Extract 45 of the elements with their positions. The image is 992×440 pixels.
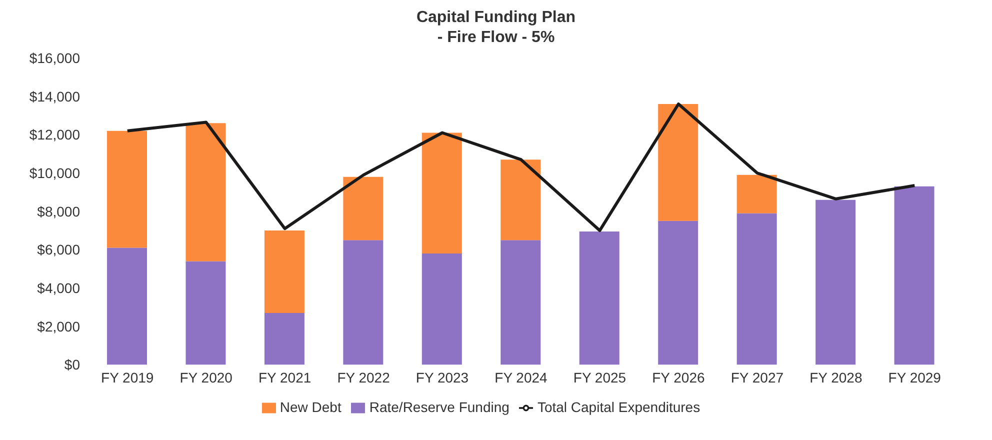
chart-subtitle: - Fire Flow - 5% bbox=[436, 28, 556, 48]
bar bbox=[500, 240, 541, 365]
bar bbox=[186, 123, 226, 262]
y-tick-label: $16,000 bbox=[29, 50, 80, 66]
bar bbox=[658, 220, 698, 365]
y-tick-label: $10,000 bbox=[29, 164, 80, 181]
x-tick-label: FY 2023 bbox=[416, 370, 469, 386]
y-tick-label: $0 bbox=[64, 356, 80, 373]
y-tick-label: $4,000 bbox=[37, 280, 80, 296]
x-tick-label: FY 2025 bbox=[573, 370, 626, 386]
bar bbox=[658, 104, 698, 221]
y-tick-label: $2,000 bbox=[37, 318, 80, 334]
bar bbox=[343, 176, 384, 240]
x-tick-label: FY 2020 bbox=[180, 370, 233, 386]
legend-label: Total Capital Expenditures bbox=[537, 398, 700, 415]
bar bbox=[422, 254, 462, 365]
bar bbox=[264, 230, 304, 313]
line-series bbox=[126, 102, 916, 232]
bar bbox=[107, 130, 147, 248]
x-tick-label: FY 2022 bbox=[337, 370, 390, 386]
bar bbox=[343, 240, 384, 365]
bar bbox=[894, 186, 934, 365]
x-tick-label: FY 2019 bbox=[101, 370, 154, 386]
x-tick-label: FY 2028 bbox=[810, 370, 862, 386]
bar bbox=[422, 132, 462, 254]
bar bbox=[816, 200, 856, 365]
x-tick-label: FY 2027 bbox=[730, 370, 784, 386]
x-tick-label: FY 2029 bbox=[888, 370, 942, 386]
bar bbox=[107, 248, 147, 365]
bar bbox=[186, 261, 226, 365]
legend-label: New Debt bbox=[280, 398, 342, 415]
x-tick-label: FY 2026 bbox=[652, 370, 706, 386]
y-tick-label: $12,000 bbox=[29, 126, 80, 143]
bar bbox=[736, 174, 777, 214]
y-tick-label: $6,000 bbox=[37, 242, 80, 258]
x-tick-label: FY 2021 bbox=[258, 370, 312, 386]
legend-label: Rate/Reserve Funding bbox=[369, 398, 510, 415]
y-tick-label: $8,000 bbox=[37, 203, 80, 220]
bar bbox=[579, 231, 620, 365]
chart-title: Capital Funding Plan bbox=[415, 8, 577, 28]
x-tick-label: FY 2024 bbox=[494, 370, 548, 386]
bar bbox=[264, 312, 304, 365]
bar bbox=[736, 213, 777, 365]
y-tick-label: $14,000 bbox=[29, 88, 80, 104]
bar bbox=[500, 160, 541, 240]
